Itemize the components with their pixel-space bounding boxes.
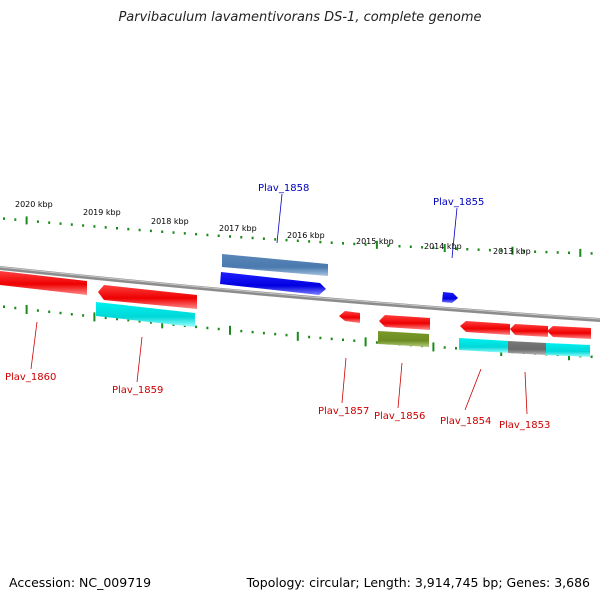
kbp-label-2020: 2020 kbp: [15, 200, 53, 209]
gene-Plav_1854-cds[interactable]: [460, 321, 510, 335]
gene-Plav_1860-leader: [30, 321, 38, 370]
gene-Plav_1856-label: Plav_1856: [374, 411, 425, 422]
topology-text: Topology: circular; Length: 3,914,745 bp…: [246, 575, 590, 590]
accession-text: Accession: NC_009719: [9, 575, 152, 590]
gene-Plav_1860-cds[interactable]: [0, 271, 87, 295]
kbp-labels: 2020 kbp 2019 kbp 2018 kbp 2017 kbp 2016…: [15, 200, 531, 256]
gene-Plav_1853-cds-a[interactable]: [510, 324, 548, 337]
gene-Plav_1856-leader: [397, 362, 403, 409]
gene-Plav_1853-cds-b[interactable]: [547, 326, 591, 339]
gene-Plav_1858-feature[interactable]: [222, 254, 328, 276]
genome-title: Parvibaculum lavamentivorans DS-1, compl…: [118, 10, 482, 25]
gene-Plav_1855-label: Plav_1855: [433, 197, 484, 208]
upper-kbp-ruler: [3, 216, 593, 257]
gene-Plav_1857-cds[interactable]: [339, 311, 360, 323]
gene-Plav_1853-leader: [524, 371, 528, 415]
gene-Plav_1857-leader: [341, 357, 347, 404]
gene-Plav_1858[interactable]: Plav_1858: [220, 183, 328, 295]
gene-Plav_1856-feature[interactable]: [378, 331, 429, 347]
gene-Plav_1857-label: Plav_1857: [318, 406, 369, 417]
kbp-label-2014: 2014 kbp: [424, 242, 462, 251]
gene-Plav_1854-label: Plav_1854: [440, 416, 491, 427]
kbp-label-2015: 2015 kbp: [356, 237, 394, 246]
gene-Plav_1859-label: Plav_1859: [112, 385, 163, 396]
gene-Plav_1855-cds[interactable]: [442, 292, 458, 303]
gene-Plav_1859-feature[interactable]: [96, 302, 195, 327]
gene-Plav_1853[interactable]: Plav_1853: [499, 324, 591, 431]
gene-Plav_1853-label: Plav_1853: [499, 420, 550, 431]
kbp-label-2017: 2017 kbp: [219, 224, 257, 233]
gene-Plav_1855[interactable]: Plav_1855: [433, 197, 484, 303]
gene-Plav_1853-feature-b[interactable]: [546, 343, 590, 357]
gene-Plav_1858-label: Plav_1858: [258, 183, 309, 194]
gene-Plav_1858-cds[interactable]: [220, 272, 326, 295]
gene-Plav_1855-leader: [451, 207, 458, 259]
genome-backbone: [0, 266, 600, 322]
gene-Plav_1854-feature[interactable]: [459, 338, 509, 353]
kbp-label-2016: 2016 kbp: [287, 231, 325, 240]
gene-Plav_1856-cds[interactable]: [379, 315, 430, 330]
gene-Plav_1853-feature-a[interactable]: [508, 341, 546, 355]
gene-Plav_1860-label: Plav_1860: [5, 372, 56, 383]
gene-Plav_1857[interactable]: Plav_1857: [318, 311, 369, 417]
kbp-label-2019: 2019 kbp: [83, 208, 121, 217]
gene-Plav_1856[interactable]: Plav_1856: [374, 315, 430, 422]
gene-Plav_1860[interactable]: Plav_1860: [0, 271, 87, 383]
gene-Plav_1858-leader: [276, 193, 283, 244]
gene-Plav_1854-leader: [464, 368, 482, 411]
genome-backbone-highlight: [0, 266, 600, 320]
kbp-label-2013: 2013 kbp: [493, 247, 531, 256]
gene-Plav_1859-cds[interactable]: [98, 285, 197, 309]
gene-Plav_1854[interactable]: Plav_1854: [440, 321, 510, 427]
gene-Plav_1859[interactable]: Plav_1859: [96, 285, 197, 396]
kbp-label-2018: 2018 kbp: [151, 217, 189, 226]
gene-Plav_1859-leader: [136, 336, 143, 383]
